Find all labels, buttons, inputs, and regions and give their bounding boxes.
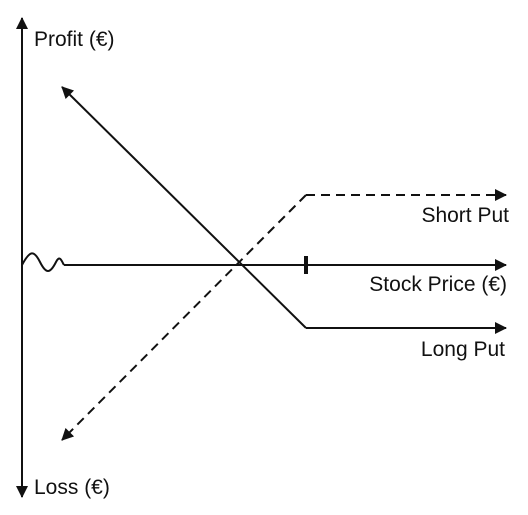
loss-axis-label: Loss (€)	[34, 476, 110, 499]
long-put-label: Long Put	[421, 338, 505, 361]
short-put-label: Short Put	[421, 204, 509, 227]
axis-break-squiggle	[21, 252, 65, 272]
long-put-diagonal	[61, 86, 307, 329]
profit-axis-label: Profit (€)	[34, 28, 115, 51]
stock-price-axis-label: Stock Price (€)	[369, 273, 507, 296]
short-put-diagonal	[61, 194, 307, 441]
